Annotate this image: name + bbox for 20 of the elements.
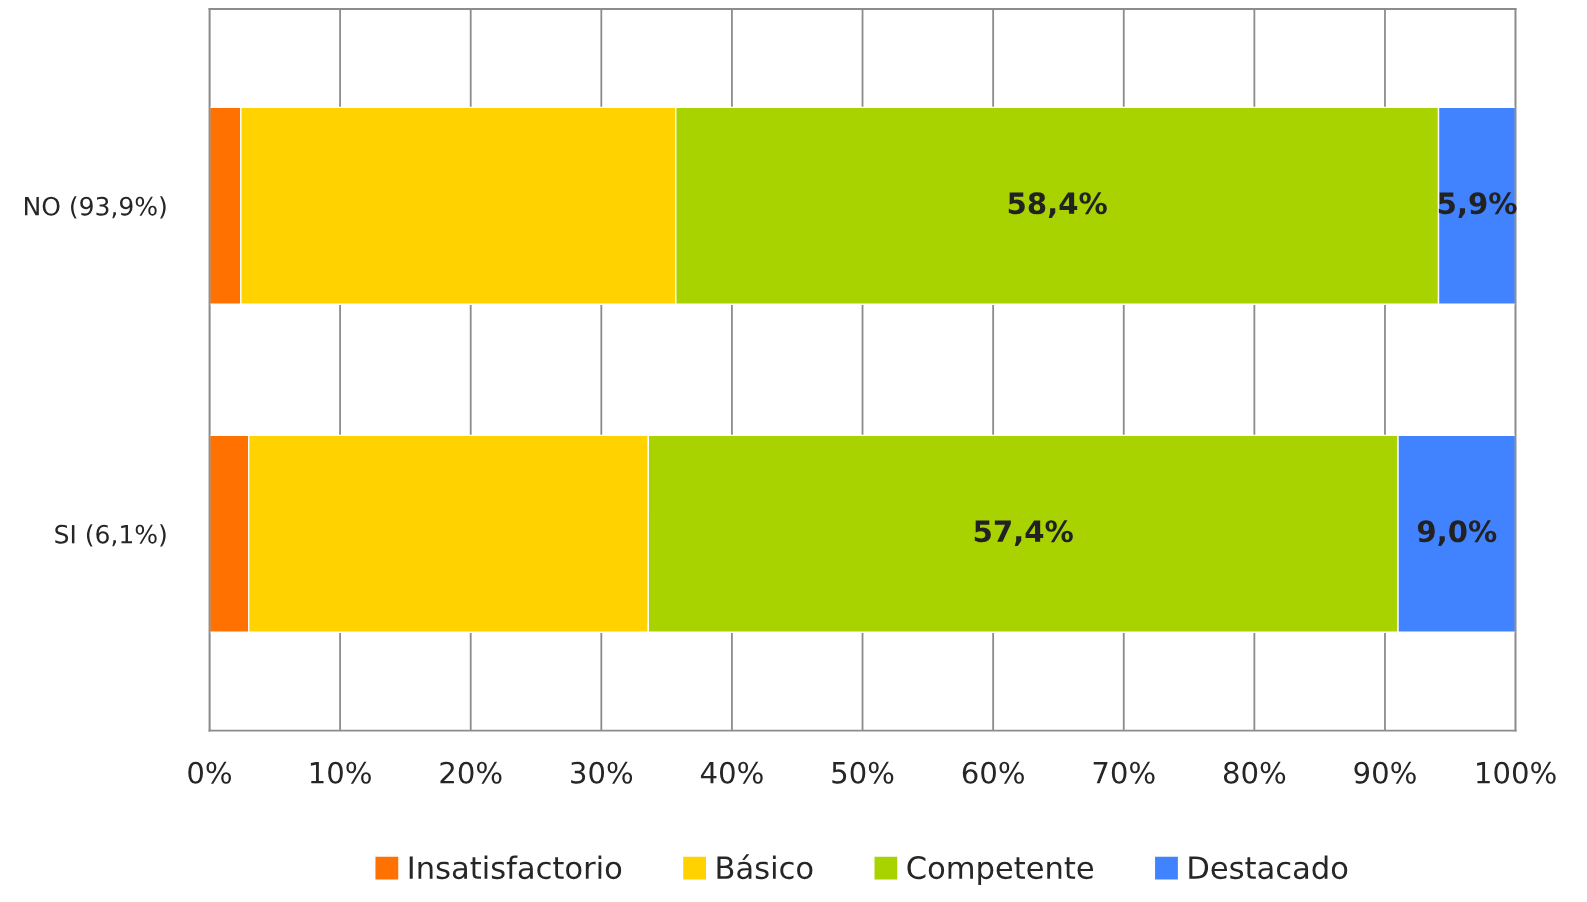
x-tick-label: 80% (1223, 761, 1286, 784)
legend-label: Insatisfactorio (409, 855, 622, 880)
x-tick-label: 90% (1354, 761, 1416, 784)
x-tick-label: 100% (1477, 761, 1556, 784)
x-tick-label: 50% (832, 761, 894, 784)
legend-label: Destacado (1189, 855, 1348, 880)
y-tick-label: NO (93,9%) (25, 196, 166, 219)
data-label: 57,4% (974, 520, 1073, 547)
x-tick-label: 70% (1093, 761, 1155, 784)
data-label: 58,4% (1008, 192, 1107, 219)
x-tick-label: 0% (188, 761, 232, 784)
x-tick-label: 30% (571, 761, 633, 784)
x-tick-label: 40% (700, 761, 763, 784)
data-label: 9,0% (1417, 520, 1497, 547)
x-tick-label: 10% (310, 761, 371, 784)
legend-label: Competente (907, 856, 1094, 886)
x-tick-label: 20% (440, 761, 502, 784)
x-tick-label: 60% (962, 761, 1024, 784)
y-tick-label: SI (6,1%) (55, 524, 166, 547)
legend-label: Básico (717, 854, 813, 880)
